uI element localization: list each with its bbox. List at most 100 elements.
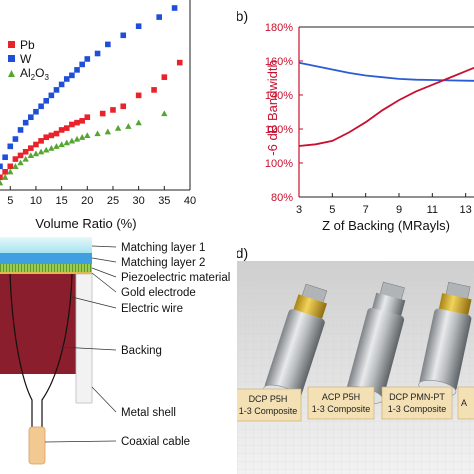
svg-text:ACP P5H: ACP P5H — [322, 392, 360, 402]
data-point — [161, 110, 168, 117]
probe-label-2: ACP P5H 1-3 Composite — [307, 386, 375, 420]
data-point — [156, 14, 162, 20]
x-tick-label: 15 — [55, 195, 67, 207]
data-point — [176, 59, 183, 66]
svg-text:A: A — [461, 398, 467, 408]
data-point — [12, 136, 19, 142]
data-point — [17, 159, 24, 166]
svg-text:DCP P5H: DCP P5H — [249, 394, 288, 404]
data-point — [32, 150, 40, 157]
probe-label-4: A — [457, 386, 474, 420]
data-point — [114, 124, 122, 131]
panel-a-points — [0, 5, 183, 186]
data-point — [94, 130, 101, 137]
data-point — [48, 92, 55, 99]
x-tick-label: 7 — [363, 204, 369, 216]
label-electric-wire: Electric wire — [121, 303, 183, 315]
data-point — [68, 137, 76, 144]
svg-text:1-3 Composite: 1-3 Composite — [239, 406, 298, 416]
data-point — [69, 121, 75, 128]
panel-a-x-axis-label: Volume Ratio (%) — [35, 216, 136, 231]
data-point — [2, 169, 8, 175]
data-point — [58, 81, 65, 88]
svg-text:1-3 Composite: 1-3 Composite — [312, 404, 371, 414]
data-point — [33, 108, 39, 115]
data-point — [105, 41, 111, 48]
x-tick-label: 40 — [184, 195, 196, 207]
legend-pb-marker — [8, 41, 15, 48]
data-point — [38, 138, 44, 144]
data-point — [17, 127, 24, 133]
data-point — [0, 174, 3, 181]
data-point — [104, 128, 112, 135]
data-point — [94, 50, 101, 57]
data-point — [48, 132, 55, 139]
metal-shell — [75, 273, 93, 404]
data-point — [63, 76, 70, 82]
x-tick-label: 10 — [30, 195, 42, 207]
data-point — [53, 143, 60, 149]
data-point — [1, 174, 9, 180]
series-line-1 — [298, 61, 474, 82]
legend-al2o3-marker — [8, 70, 15, 77]
data-point — [58, 127, 65, 133]
piezoelectric-layer — [0, 264, 92, 272]
data-point — [125, 123, 132, 129]
data-point — [171, 5, 178, 11]
data-point — [33, 141, 39, 148]
y-tick-label: 140% — [265, 90, 293, 102]
data-point — [74, 67, 80, 73]
data-point — [53, 130, 60, 137]
panel-b-line-chart: (b) -6 dB Bandwidth 80% 100% 120% 140% 160% 1… — [237, 8, 474, 233]
electric-wire-left — [9, 273, 33, 427]
coaxial-cable — [28, 426, 46, 465]
y-tick-label: 180% — [265, 22, 293, 34]
data-point — [58, 141, 65, 148]
panel-b-x-ticks: 3 5 7 9 11 13 — [296, 193, 472, 216]
panel-b-series — [298, 61, 474, 147]
data-point — [37, 148, 45, 155]
data-point — [74, 119, 80, 126]
data-point — [151, 87, 157, 93]
data-point — [28, 145, 34, 151]
data-point — [84, 56, 91, 62]
data-point — [2, 154, 8, 161]
panel-b-y-axis-label: -6 dB Bandwidth — [265, 60, 280, 155]
x-tick-label: 25 — [107, 195, 119, 207]
x-tick-label: 30 — [133, 195, 145, 207]
data-point — [99, 110, 106, 117]
svg-text:DCP PMN-PT: DCP PMN-PT — [389, 392, 445, 402]
data-point — [28, 114, 34, 120]
data-point — [0, 163, 3, 170]
legend-w-label: W — [20, 52, 32, 66]
legend-pb-label: Pb — [20, 38, 35, 52]
x-tick-label: 5 — [7, 195, 13, 207]
data-point — [17, 152, 24, 159]
gold-electrode — [0, 272, 92, 274]
series-line-2 — [298, 66, 474, 147]
matching-layer-2 — [0, 253, 92, 264]
panel-a-axes — [0, 0, 191, 191]
x-tick-label: 5 — [329, 204, 335, 216]
data-point — [78, 134, 86, 140]
data-point — [7, 163, 14, 170]
data-point — [84, 114, 91, 120]
label-matching-layer-2: Matching layer 2 — [121, 257, 205, 269]
data-point — [0, 179, 4, 186]
panel-b-y-ticks: 80% 100% 120% 140% 160% 180% — [265, 22, 303, 204]
panel-a-legend: Pb W Al2O3 — [8, 38, 49, 82]
panel-c-transducer-diagram: Matching layer 1 Matching layer 2 Piezoe… — [0, 237, 230, 465]
data-point — [43, 134, 50, 141]
y-tick-label: 100% — [265, 158, 293, 170]
label-coaxial-cable: Coaxial cable — [121, 436, 190, 448]
label-gold-electrode: Gold electrode — [121, 287, 196, 299]
data-point — [69, 72, 75, 79]
panel-b-label: (b) — [237, 8, 248, 24]
probe-label-3: DCP PMN-PT 1-3 Composite — [381, 386, 453, 420]
label-matching-layer-1: Matching layer 1 — [121, 242, 205, 254]
data-point — [38, 103, 44, 110]
y-tick-label: 120% — [265, 124, 293, 136]
y-tick-label: 80% — [271, 192, 293, 204]
panel-b-x-axis-label: Z of Backing (MRayls) — [322, 218, 450, 233]
label-backing: Backing — [121, 345, 162, 357]
